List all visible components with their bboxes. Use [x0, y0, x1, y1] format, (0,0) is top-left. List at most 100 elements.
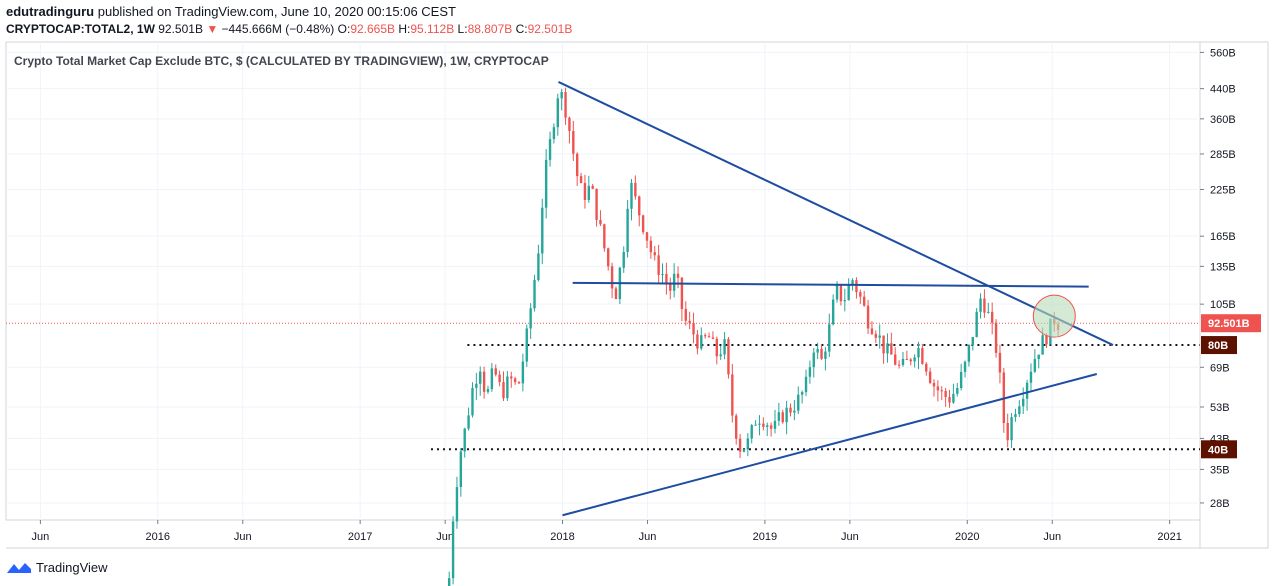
candle-body [800, 392, 804, 395]
candle-body [948, 397, 951, 403]
y-tick-label: 35B [1210, 464, 1230, 476]
candle-body [595, 188, 598, 221]
y-tick-label: 560B [1210, 47, 1236, 59]
candle-body [645, 232, 649, 241]
candle-body [1006, 423, 1009, 441]
candle-body [932, 382, 936, 387]
level-tag-80B-bg [1201, 336, 1237, 355]
low-value: 88.807B [467, 22, 513, 36]
candle-body [700, 335, 703, 349]
y-tick-label: 165B [1210, 231, 1236, 243]
candle-body [983, 298, 986, 313]
x-tick-label: Jun [234, 531, 252, 543]
candle-body [874, 333, 878, 338]
candle-body [638, 196, 641, 216]
candle-body [649, 240, 653, 253]
level-tag-40B-bg [1201, 440, 1237, 459]
candle-body [455, 487, 459, 522]
x-tick-label: Jun [1043, 531, 1061, 543]
y-tick-label: 285B [1210, 149, 1236, 161]
x-tick-label: Jun [841, 531, 859, 543]
candle-body [548, 139, 552, 160]
candle-body [467, 415, 470, 429]
candle-body [579, 176, 583, 184]
candle-body [816, 348, 819, 353]
trendline-descending-resistance [558, 81, 1114, 346]
tradingview-logo-icon [7, 562, 31, 573]
candle-body [1041, 335, 1044, 355]
highlight-circle [1032, 294, 1076, 338]
candle-body [843, 300, 847, 302]
published-text: published on TradingView.com, June 10, 2… [97, 4, 456, 19]
candle-body [762, 423, 765, 427]
candle-body [451, 521, 455, 579]
candle-body [676, 273, 680, 278]
ohlc-legend: CRYPTOCAP:TOTAL2, 1W 92.501B ▼ −445.666M… [6, 22, 572, 36]
x-tick-label: Jun [32, 531, 50, 543]
candle-body [680, 277, 684, 309]
candle-body [672, 273, 676, 291]
candle-body [987, 311, 990, 313]
x-tick-label: Jun [639, 531, 657, 543]
y-tick-label: 53B [1210, 402, 1230, 414]
change-value: −445.666M (−0.48%) [221, 22, 335, 36]
candle-body [963, 361, 967, 372]
candle-body [630, 182, 633, 209]
y-tick-label: 135B [1210, 261, 1236, 273]
candle-body [847, 284, 850, 301]
y-tick-label: 69B [1210, 362, 1230, 374]
candle-body [882, 335, 885, 354]
candle-body [975, 311, 978, 338]
candle-body [560, 91, 563, 99]
candle-body [940, 390, 943, 392]
candle-body [921, 348, 924, 364]
candle-body [971, 337, 974, 345]
candle-body [894, 354, 897, 365]
candle-body [824, 351, 827, 359]
candle-body [944, 390, 947, 398]
candle-body [913, 357, 916, 362]
candle-body [537, 253, 540, 280]
candle-body [735, 415, 738, 439]
candle-body [754, 424, 757, 426]
open-label: O: [337, 22, 351, 36]
candle-body [719, 354, 722, 357]
candle-body [614, 288, 618, 300]
candle-body [479, 371, 482, 384]
candle-body [1045, 335, 1048, 345]
candle-body [572, 131, 575, 154]
candle-body [793, 410, 796, 413]
candle-body [715, 338, 719, 357]
candle-body [568, 117, 571, 132]
candle-body [703, 335, 707, 337]
candle-body [494, 368, 497, 375]
candle-body [696, 334, 699, 349]
y-tick-label: 105B [1210, 299, 1236, 311]
candle-body [529, 308, 532, 329]
publisher-line: edutradinguru published on TradingView.c… [6, 4, 456, 19]
candle-body [684, 308, 687, 321]
y-tick-label: 440B [1210, 84, 1236, 96]
candle-body [1022, 398, 1025, 407]
candle-body [952, 393, 955, 403]
candle-body [905, 358, 909, 360]
candle-body [541, 207, 544, 254]
candle-body [603, 224, 606, 249]
candle-body [886, 343, 889, 354]
candle-body [862, 296, 866, 306]
last-price-tag-bg [1201, 314, 1261, 333]
candle-body [828, 324, 831, 352]
candle-body [990, 311, 994, 323]
candle-body [653, 252, 656, 256]
footer-brand[interactable]: TradingView [6, 560, 108, 575]
candle-body [1029, 371, 1033, 383]
candle-body [797, 394, 800, 411]
plot-frame [5, 41, 1201, 521]
candle-body [812, 352, 815, 368]
candle-body [769, 425, 773, 429]
publisher-name[interactable]: edutradinguru [6, 4, 95, 19]
candle-body [641, 215, 645, 233]
candle-body [707, 336, 711, 338]
candle-body [928, 371, 932, 383]
